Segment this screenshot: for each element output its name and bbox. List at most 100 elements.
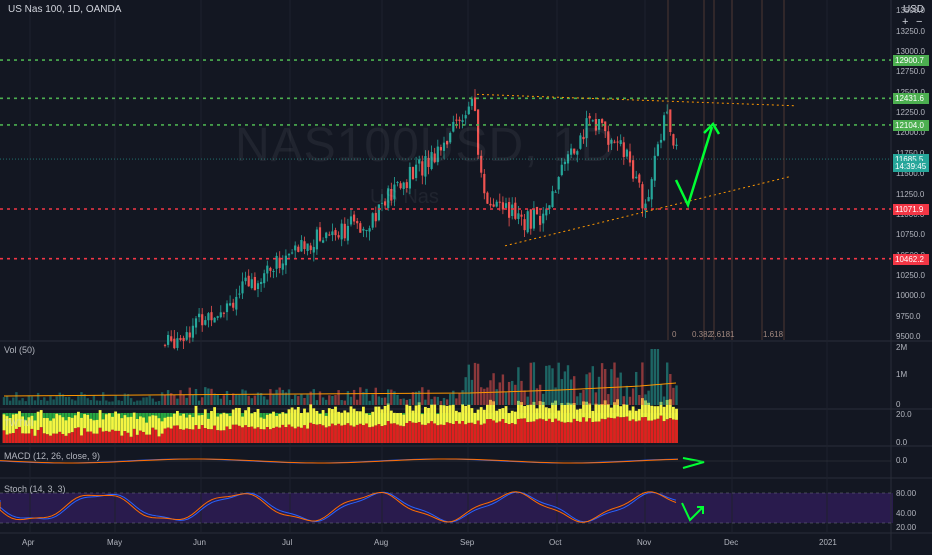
indicator-bar-yellow <box>368 414 371 428</box>
candle-body <box>545 208 548 216</box>
volume-bar <box>98 400 102 405</box>
candle-body <box>222 312 225 314</box>
candle-body <box>393 184 396 200</box>
indicator-bar-red <box>656 418 660 443</box>
volume-bar <box>185 397 188 405</box>
indicator-bar-red <box>296 426 300 443</box>
candle-body <box>570 148 573 155</box>
indicator-bar-red <box>182 429 185 443</box>
indicator-bar-red <box>15 428 18 443</box>
candle-body <box>427 157 430 167</box>
indicator-bar-red <box>73 428 77 443</box>
candle-body <box>650 179 653 200</box>
indicator-bar-yellow <box>572 403 576 419</box>
indicator-bar-yellow <box>303 408 306 426</box>
indicator-bar-yellow <box>89 418 93 432</box>
time-tick-2021: 2021 <box>819 538 837 547</box>
volume-bar <box>219 398 222 405</box>
candle-body <box>297 246 300 252</box>
price-tick: 9500.0 <box>896 332 921 341</box>
zoom-in-button[interactable]: + <box>902 16 909 28</box>
indicator-bar-red <box>622 417 626 443</box>
volume-bar <box>188 387 191 405</box>
zoom-out-button[interactable]: − <box>916 16 923 28</box>
indicator-bar-yellow <box>377 406 381 425</box>
indicator-bar-red <box>349 425 353 443</box>
indicator-bar-yellow <box>631 406 635 420</box>
volume-bar <box>5 395 9 405</box>
indicator-bar-yellow <box>312 408 316 425</box>
volume-bar <box>349 396 353 405</box>
indicator-bar-yellow <box>442 405 446 425</box>
indicator-bar-yellow <box>355 411 359 425</box>
volume-bar <box>331 395 334 405</box>
volume-tick: 2M <box>896 343 908 352</box>
indicator-bar-yellow <box>585 401 588 422</box>
indicator-bar-yellow <box>30 415 34 429</box>
time-tick-aug: Aug <box>374 538 389 547</box>
indicator-bar-yellow <box>588 403 592 419</box>
indicator-bar-red <box>544 420 548 443</box>
indicator-bar-red <box>269 429 272 443</box>
indicator-bar-red <box>61 433 65 443</box>
indicator-bar-yellow <box>380 409 384 427</box>
indicator-bar-red <box>290 426 294 443</box>
volume-bar <box>15 392 18 405</box>
volume-bar <box>501 374 505 405</box>
indicator-bar-red <box>569 422 573 443</box>
indicator-bar-yellow <box>101 419 105 432</box>
macd-pane-label: MACD (12, 26, close, 9) <box>4 451 101 461</box>
indicator-bar-red <box>284 427 288 443</box>
indicator-bar-red <box>399 425 402 443</box>
candle-body <box>504 203 508 208</box>
indicator-bar-yellow <box>200 415 204 426</box>
candle-body <box>498 201 501 203</box>
price-tick: 11250.0 <box>896 189 925 199</box>
indicator-bar-red <box>52 433 55 443</box>
indicator-bar-yellow <box>219 414 223 431</box>
indicator-bar-yellow <box>160 421 164 434</box>
indicator-bar-red <box>523 418 526 443</box>
candle-body <box>613 141 616 143</box>
indicator-bar-red <box>473 424 477 443</box>
indicator-bar-red <box>675 419 678 443</box>
indicator-bar-red <box>228 429 232 443</box>
indicator-bar-yellow <box>606 404 610 418</box>
indicator-bar-yellow <box>414 405 418 423</box>
indicator-bar-red <box>132 428 136 443</box>
indicator-bar-red <box>272 427 275 443</box>
candle-body <box>641 184 644 209</box>
indicator-bar-yellow <box>290 407 294 427</box>
indicator-bar-red <box>148 434 152 443</box>
indicator-bar-yellow <box>318 414 322 425</box>
indicator-bar-yellow <box>619 406 623 418</box>
indicator-bar-red <box>603 419 607 443</box>
volume-bar <box>498 382 501 405</box>
indicator-bar-red <box>120 435 124 443</box>
volume-bar <box>579 392 582 405</box>
indicator-bar-red <box>566 422 570 443</box>
volume-bar <box>340 400 343 405</box>
indicator-bar-yellow <box>197 415 201 429</box>
price-tag: 11071.9 <box>893 204 929 215</box>
volume-bar <box>303 397 306 405</box>
candle-body <box>229 303 232 306</box>
indicator-bar-yellow <box>300 413 303 428</box>
indicator-bar-red <box>442 424 446 443</box>
indicator-bar-yellow <box>238 407 241 426</box>
indicator-bar-red <box>541 419 545 443</box>
volume-bar <box>157 401 161 405</box>
volume-bar <box>287 389 291 405</box>
indicator-bar-red <box>594 421 598 443</box>
indicator-bar-yellow <box>262 418 266 430</box>
candle-body <box>198 313 201 318</box>
volume-bar <box>325 399 328 405</box>
indicator-bar-red <box>393 423 396 443</box>
volume-bar <box>455 398 458 405</box>
volume-bar <box>18 400 21 405</box>
indicator-bar-yellow <box>529 404 533 422</box>
indicator-bar-red <box>166 427 170 443</box>
volume-bar <box>204 387 207 405</box>
